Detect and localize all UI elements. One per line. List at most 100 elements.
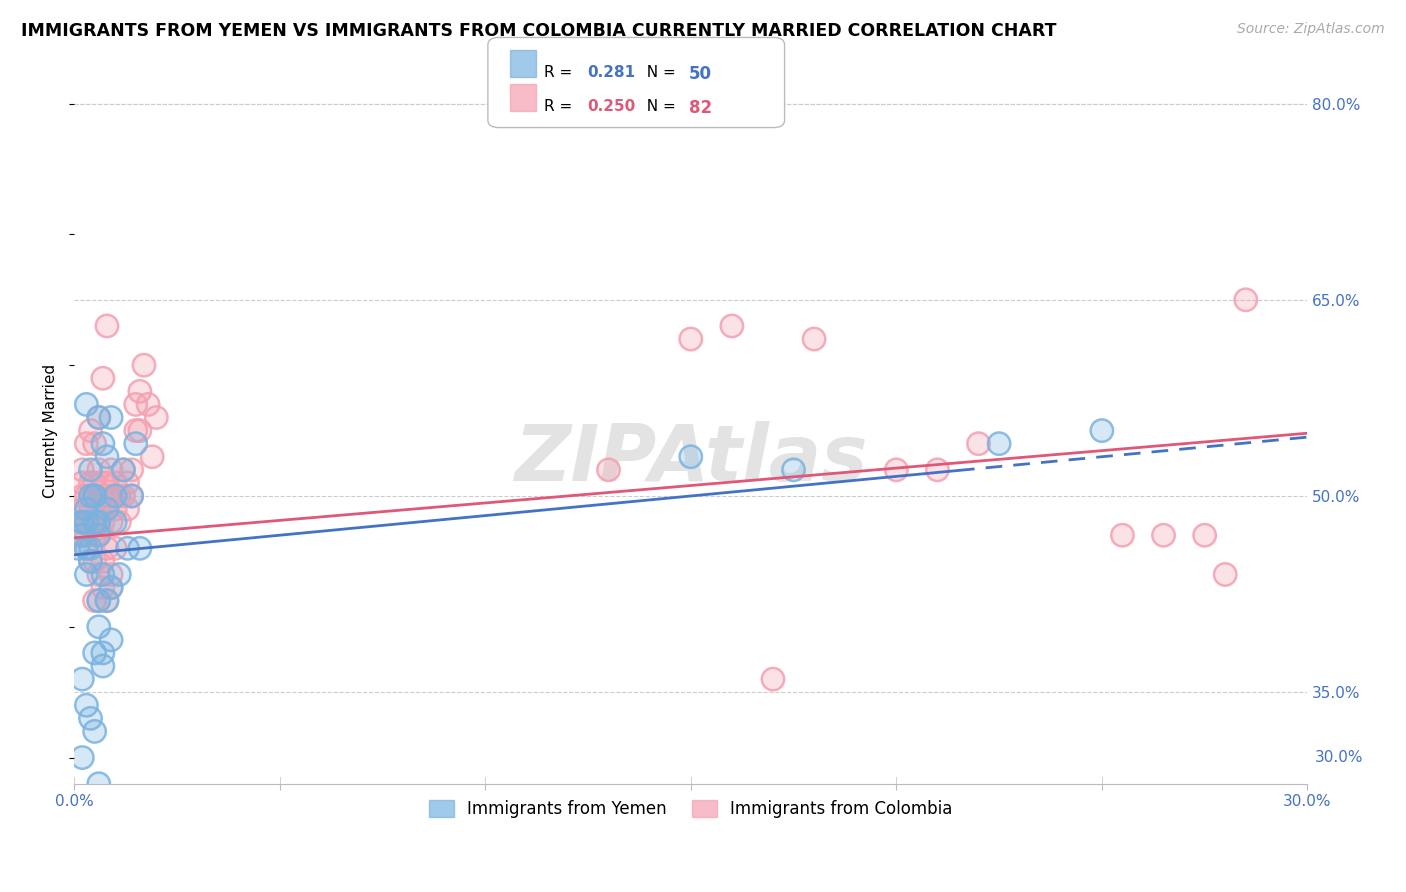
- Point: [83, 489, 105, 503]
- Point: [100, 581, 122, 595]
- Y-axis label: Currently Married: Currently Married: [44, 364, 58, 498]
- Point: [87, 620, 110, 634]
- Point: [91, 502, 114, 516]
- Point: [87, 515, 110, 529]
- Point: [108, 567, 131, 582]
- Point: [91, 475, 114, 490]
- Point: [83, 475, 105, 490]
- Point: [136, 397, 159, 411]
- Point: [75, 515, 97, 529]
- Point: [104, 475, 127, 490]
- Point: [79, 475, 101, 490]
- Point: [112, 463, 135, 477]
- Point: [108, 515, 131, 529]
- Point: [72, 750, 94, 764]
- Point: [72, 515, 94, 529]
- Point: [112, 463, 135, 477]
- Point: [117, 502, 139, 516]
- Point: [121, 489, 143, 503]
- Point: [79, 424, 101, 438]
- Point: [75, 515, 97, 529]
- Point: [112, 489, 135, 503]
- Point: [75, 489, 97, 503]
- Point: [87, 528, 110, 542]
- Point: [87, 777, 110, 791]
- Point: [72, 515, 94, 529]
- Text: R =: R =: [544, 99, 578, 114]
- Point: [884, 463, 907, 477]
- Point: [112, 463, 135, 477]
- Point: [87, 410, 110, 425]
- Point: [128, 541, 150, 556]
- Point: [100, 410, 122, 425]
- Point: [75, 397, 97, 411]
- Point: [87, 410, 110, 425]
- Point: [79, 554, 101, 568]
- Point: [96, 593, 118, 607]
- Point: [87, 593, 110, 607]
- Point: [679, 450, 702, 464]
- Point: [108, 515, 131, 529]
- Text: N =: N =: [637, 99, 681, 114]
- Point: [104, 489, 127, 503]
- Point: [72, 502, 94, 516]
- Point: [79, 711, 101, 725]
- Point: [598, 463, 620, 477]
- Point: [96, 475, 118, 490]
- Point: [72, 515, 94, 529]
- Point: [79, 424, 101, 438]
- Point: [104, 502, 127, 516]
- Point: [91, 489, 114, 503]
- Point: [72, 750, 94, 764]
- Point: [1153, 528, 1175, 542]
- Point: [96, 502, 118, 516]
- Point: [91, 515, 114, 529]
- Point: [87, 620, 110, 634]
- Point: [91, 581, 114, 595]
- Point: [117, 541, 139, 556]
- Point: [75, 436, 97, 450]
- Point: [87, 502, 110, 516]
- Legend: Immigrants from Yemen, Immigrants from Colombia: Immigrants from Yemen, Immigrants from C…: [422, 793, 959, 825]
- Text: N =: N =: [637, 65, 681, 80]
- Point: [83, 724, 105, 739]
- Point: [96, 541, 118, 556]
- Point: [75, 502, 97, 516]
- Point: [100, 567, 122, 582]
- Point: [83, 489, 105, 503]
- Point: [782, 463, 804, 477]
- Point: [1111, 528, 1133, 542]
- Point: [91, 436, 114, 450]
- Point: [72, 475, 94, 490]
- Point: [87, 528, 110, 542]
- Point: [679, 332, 702, 346]
- Point: [72, 502, 94, 516]
- Point: [72, 515, 94, 529]
- Text: 82: 82: [689, 99, 711, 117]
- Point: [79, 515, 101, 529]
- Point: [75, 698, 97, 713]
- Point: [782, 463, 804, 477]
- Point: [67, 541, 90, 556]
- Point: [79, 489, 101, 503]
- Point: [83, 646, 105, 660]
- Text: 0.250: 0.250: [588, 99, 636, 114]
- Point: [83, 489, 105, 503]
- Point: [79, 475, 101, 490]
- Point: [67, 528, 90, 542]
- Point: [100, 581, 122, 595]
- Point: [967, 436, 990, 450]
- Point: [721, 318, 744, 333]
- Point: [112, 489, 135, 503]
- Point: [96, 593, 118, 607]
- Point: [128, 384, 150, 399]
- Text: IMMIGRANTS FROM YEMEN VS IMMIGRANTS FROM COLOMBIA CURRENTLY MARRIED CORRELATION : IMMIGRANTS FROM YEMEN VS IMMIGRANTS FROM…: [21, 22, 1056, 40]
- Point: [67, 541, 90, 556]
- Point: [104, 475, 127, 490]
- Point: [112, 463, 135, 477]
- Point: [762, 672, 785, 686]
- Point: [87, 515, 110, 529]
- Point: [1234, 293, 1257, 307]
- Point: [87, 567, 110, 582]
- Point: [96, 450, 118, 464]
